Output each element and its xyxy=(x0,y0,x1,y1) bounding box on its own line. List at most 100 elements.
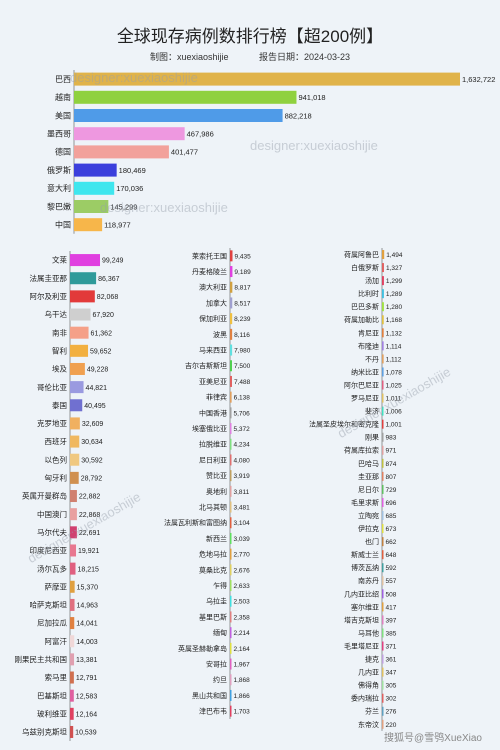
bar xyxy=(230,689,232,701)
data-label: 82,068 xyxy=(97,294,119,301)
data-label: 305 xyxy=(386,683,397,690)
data-label: 673 xyxy=(386,526,397,533)
bar xyxy=(70,417,80,430)
chart-subtitle: 制图：xuexiaoshijie 报告日期：2024-03-23 xyxy=(0,50,500,63)
data-label: 983 xyxy=(386,435,397,442)
data-label: 302 xyxy=(386,696,397,703)
bar xyxy=(230,485,232,497)
bar xyxy=(382,615,384,625)
bar xyxy=(70,399,83,412)
bar xyxy=(382,641,384,651)
bar xyxy=(230,344,233,356)
category-label: 中国 xyxy=(55,220,71,230)
bar xyxy=(382,380,384,390)
category-label: 荷属阿鲁巴 xyxy=(344,250,379,259)
category-label: 尼日利亚 xyxy=(199,455,227,464)
data-label: 2,633 xyxy=(234,583,251,590)
data-label: 32,609 xyxy=(82,421,104,428)
bar xyxy=(230,328,233,340)
bar xyxy=(70,725,74,738)
bar xyxy=(382,563,384,573)
bar xyxy=(230,705,232,717)
category-label: 美国 xyxy=(55,110,71,120)
bar xyxy=(382,289,384,299)
bar xyxy=(230,375,232,387)
category-label: 北马其顿 xyxy=(199,503,227,512)
category-label: 安哥拉 xyxy=(206,660,227,669)
data-label: 12,164 xyxy=(76,711,98,718)
bar xyxy=(382,667,384,677)
data-label: 6,138 xyxy=(234,395,251,402)
bar xyxy=(70,526,77,539)
bar xyxy=(230,423,232,435)
data-label: 1,494 xyxy=(386,252,403,259)
bar xyxy=(382,354,384,364)
bar xyxy=(230,266,233,278)
bar xyxy=(382,706,384,716)
category-label: 索马里 xyxy=(45,672,68,682)
bar xyxy=(70,362,85,375)
data-label: 2,503 xyxy=(234,599,251,606)
category-label: 英属圣赫勒拿岛 xyxy=(178,644,227,653)
bar xyxy=(70,272,97,285)
category-label: 西班牙 xyxy=(45,436,68,446)
data-label: 508 xyxy=(386,591,397,598)
category-label: 法属圭亚那 xyxy=(30,273,68,283)
data-label: 18,215 xyxy=(78,566,100,573)
data-label: 8,239 xyxy=(234,316,251,323)
bar xyxy=(70,562,76,575)
data-label: 3,104 xyxy=(234,520,251,527)
data-label: 14,963 xyxy=(77,603,99,610)
data-label: 5,372 xyxy=(234,426,251,433)
bar xyxy=(230,297,233,309)
bar xyxy=(382,419,384,429)
data-label: 99,249 xyxy=(102,258,124,265)
data-label: 4,234 xyxy=(234,442,251,449)
category-label: 泰国 xyxy=(52,400,67,410)
bar xyxy=(70,617,75,630)
category-label: 刚果民主共和国 xyxy=(15,654,68,664)
bar xyxy=(74,200,109,213)
category-label: 法属瓦利斯和富图纳 xyxy=(164,518,227,527)
bar xyxy=(230,564,232,576)
data-label: 2,164 xyxy=(234,646,251,653)
bar xyxy=(382,537,384,547)
category-label: 匈牙利 xyxy=(45,473,68,483)
bar xyxy=(382,432,384,442)
bar xyxy=(382,341,384,351)
data-label: 49,228 xyxy=(87,367,109,374)
bar xyxy=(382,315,384,325)
category-label: 赞比亚 xyxy=(206,471,227,480)
category-label: 埃及 xyxy=(52,364,67,374)
category-label: 黑山共和国 xyxy=(192,691,227,700)
bar xyxy=(382,484,384,494)
bar xyxy=(70,308,91,321)
data-label: 12,583 xyxy=(76,693,98,700)
data-label: 28,792 xyxy=(81,476,103,483)
bar xyxy=(382,693,384,703)
data-label: 1,112 xyxy=(386,356,402,363)
data-label: 30,634 xyxy=(81,439,103,446)
category-label: 吉尔吉斯斯坦 xyxy=(185,361,227,370)
bar xyxy=(70,254,100,267)
bar xyxy=(382,550,384,560)
category-label: 圭亚那 xyxy=(358,472,379,481)
bar xyxy=(74,72,460,86)
category-label: 中国澳门 xyxy=(37,509,67,519)
data-label: 12,791 xyxy=(76,675,98,682)
bar xyxy=(382,524,384,534)
category-label: 南非 xyxy=(52,327,67,337)
report-date-label: 报告日期：2024-03-23 xyxy=(259,52,351,62)
bar xyxy=(382,719,384,729)
category-label: 也门 xyxy=(365,537,379,546)
category-label: 缅甸 xyxy=(213,628,227,637)
bar xyxy=(70,707,74,720)
bar xyxy=(70,653,75,666)
category-label: 巴哈马 xyxy=(358,459,379,468)
category-label: 加拿大 xyxy=(206,298,227,307)
category-label: 巴西 xyxy=(55,75,71,84)
data-label: 385 xyxy=(386,630,397,637)
bar xyxy=(382,680,384,690)
bar xyxy=(70,435,80,448)
